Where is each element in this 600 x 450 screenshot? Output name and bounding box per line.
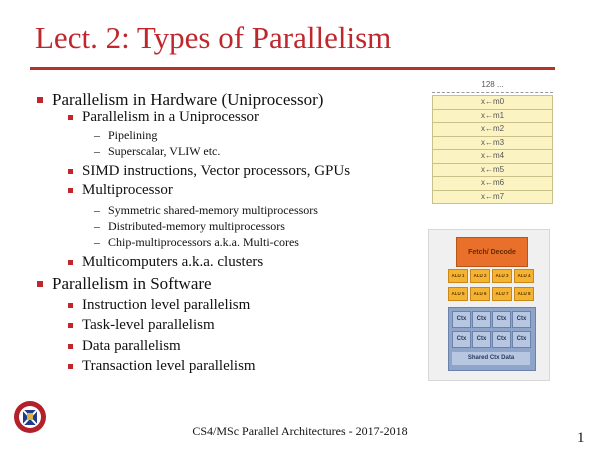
bullet-text: Task-level parallelism xyxy=(82,317,215,333)
ctx-block: Ctx xyxy=(472,331,491,348)
bullet-level-2: Instruction level parallelism xyxy=(68,297,251,314)
bullet-text: Superscalar, VLIW etc. xyxy=(108,144,221,158)
square-bullet-icon xyxy=(68,260,73,265)
footer-text: CS4/MSc Parallel Architectures - 2017-20… xyxy=(192,424,408,438)
memory-row: x←m1 xyxy=(432,109,553,123)
bullet-text: Chip-multiprocessors a.k.a. Multi-cores xyxy=(108,235,299,249)
alu-block: ALU 5 xyxy=(448,287,468,301)
memory-row: x←m2 xyxy=(432,123,553,137)
memory-row: x←m7 xyxy=(432,190,553,204)
memory-row: x←m6 xyxy=(432,177,553,191)
memory-figure: 128 ... x←m0 x←m1 x←m2 x←m3 x←m4 x←m5 x←m6 x←m7 xyxy=(432,80,553,204)
dash-bullet-icon: – xyxy=(94,219,100,233)
square-bullet-icon xyxy=(68,344,73,349)
bullet-text: Pipelining xyxy=(108,128,158,142)
square-bullet-icon xyxy=(68,323,73,328)
slide-title: Lect. 2: Types of Parallelism xyxy=(35,20,392,55)
square-bullet-icon xyxy=(68,364,73,369)
memory-row: x←m5 xyxy=(432,163,553,177)
square-bullet-icon xyxy=(37,97,43,103)
bullet-level-2: Multicomputers a.k.a. clusters xyxy=(68,254,264,271)
dash-bullet-icon: – xyxy=(94,203,100,217)
square-bullet-icon xyxy=(68,169,73,174)
ctx-block: Ctx xyxy=(492,331,511,348)
bullet-text: Instruction level parallelism xyxy=(82,297,251,313)
dash-bullet-icon: – xyxy=(94,235,100,249)
square-bullet-icon xyxy=(37,281,43,287)
alu-block: ALU 2 xyxy=(470,269,490,283)
bullet-text: Multiprocessor xyxy=(82,182,173,198)
page-number: 1 xyxy=(577,430,585,446)
memory-row: x←m4 xyxy=(432,150,553,164)
bullet-level-2: Multiprocessor xyxy=(68,182,173,199)
title-divider xyxy=(30,67,555,70)
ctx-block: Ctx xyxy=(512,311,531,328)
shared-ctx-data: Shared Ctx Data xyxy=(452,352,530,365)
dash-bullet-icon: – xyxy=(94,144,100,158)
bullet-level-3: – Symmetric shared-memory multiprocessors xyxy=(94,203,318,218)
alu-block: ALU 4 xyxy=(514,269,534,283)
bullet-text: Parallelism in a Uniprocessor xyxy=(82,109,260,125)
bullet-level-3: – Distributed-memory multiprocessors xyxy=(94,219,285,234)
alu-block: ALU 1 xyxy=(448,269,468,283)
ctx-block: Ctx xyxy=(492,311,511,328)
square-bullet-icon xyxy=(68,188,73,193)
bullet-level-3: – Chip-multiprocessors a.k.a. Multi-cores xyxy=(94,235,299,250)
ctx-block: Ctx xyxy=(452,311,471,328)
bullet-text: Symmetric shared-memory multiprocessors xyxy=(108,203,318,217)
bullet-level-2: SIMD instructions, Vector processors, GP… xyxy=(68,163,351,180)
bullet-text: Distributed-memory multiprocessors xyxy=(108,219,285,233)
dash-bullet-icon: – xyxy=(94,128,100,142)
square-bullet-icon xyxy=(68,303,73,308)
bullet-text: Data parallelism xyxy=(82,338,181,354)
bullet-level-2: Transaction level parallelism xyxy=(68,358,256,375)
bullet-level-2: Task-level parallelism xyxy=(68,317,215,334)
alu-block: ALU 3 xyxy=(492,269,512,283)
bullet-level-1: Parallelism in Hardware (Uniprocessor) xyxy=(37,90,324,110)
memory-row: x←m3 xyxy=(432,136,553,150)
bullet-text: Multicomputers a.k.a. clusters xyxy=(82,254,264,270)
alu-block: ALU 7 xyxy=(492,287,512,301)
bullet-text: SIMD instructions, Vector processors, GP… xyxy=(82,163,351,179)
bullet-level-3: – Superscalar, VLIW etc. xyxy=(94,144,221,159)
bullet-level-1: Parallelism in Software xyxy=(37,274,212,294)
bullet-level-3: – Pipelining xyxy=(94,128,158,143)
bullet-text: Transaction level parallelism xyxy=(82,358,256,374)
ctx-block: Ctx xyxy=(452,331,471,348)
bullet-level-2: Parallelism in a Uniprocessor xyxy=(68,109,260,126)
context-area: Ctx Ctx Ctx Ctx Ctx Ctx Ctx Ctx Shared Ctx Data xyxy=(448,307,536,371)
ctx-block: Ctx xyxy=(512,331,531,348)
alu-block: ALU 6 xyxy=(470,287,490,301)
memory-width-label: 128 ... xyxy=(432,80,553,93)
fetch-decode-block: Fetch/ Decode xyxy=(456,237,528,267)
bullet-text: Parallelism in Hardware (Uniprocessor) xyxy=(52,90,324,109)
square-bullet-icon xyxy=(68,115,73,120)
alu-block: ALU 8 xyxy=(514,287,534,301)
bullet-level-2: Data parallelism xyxy=(68,338,181,355)
bullet-text: Parallelism in Software xyxy=(52,274,212,293)
memory-row: x←m0 xyxy=(432,95,553,110)
ctx-block: Ctx xyxy=(472,311,491,328)
university-crest-logo xyxy=(14,401,46,433)
